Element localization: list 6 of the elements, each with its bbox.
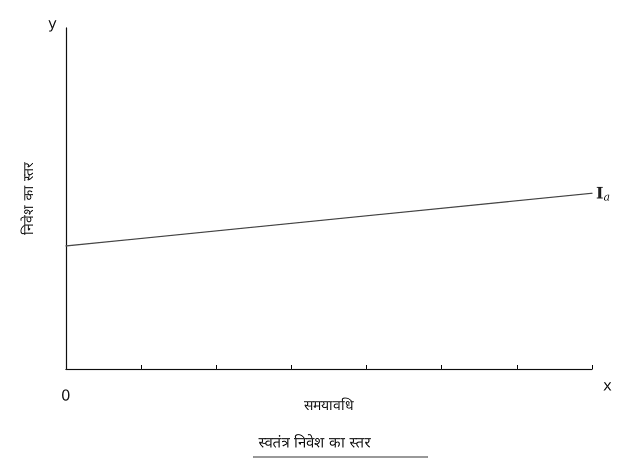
- text: x: [603, 376, 612, 394]
- x-axis-title: समयावधि: [304, 397, 354, 414]
- y-axis-title: निवेश का स्तर: [20, 162, 37, 235]
- text: स्वतंत्र निवेश का स्तर: [258, 434, 372, 452]
- text: y: [48, 14, 57, 32]
- text: 0: [61, 386, 71, 404]
